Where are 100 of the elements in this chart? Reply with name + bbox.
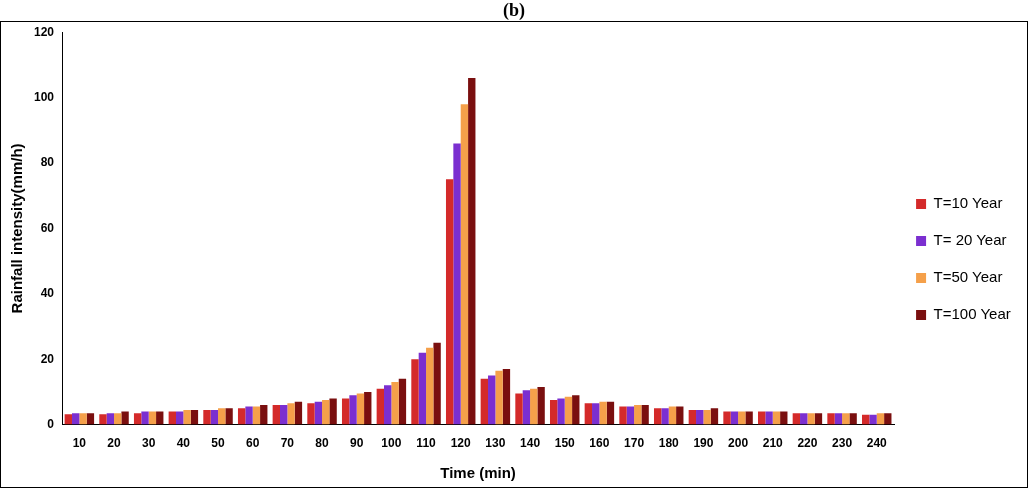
bar (391, 382, 399, 425)
bar (260, 404, 268, 425)
y-tick-label: 120 (33, 24, 55, 39)
bar (280, 404, 288, 425)
bar (183, 409, 191, 425)
y-tick-label: 20 (40, 351, 55, 366)
bar (710, 408, 719, 425)
bar (619, 406, 627, 425)
bar (376, 388, 385, 425)
legend-label: T=100 Year (933, 305, 1011, 323)
bar (606, 401, 615, 425)
bar (515, 393, 523, 425)
bar (564, 396, 573, 425)
bar (884, 413, 892, 425)
bar (322, 400, 330, 425)
bar (480, 378, 489, 425)
bar (584, 403, 593, 425)
bar (653, 408, 662, 425)
x-tick-label: 170 (624, 436, 645, 451)
bar (661, 408, 669, 425)
bar (445, 179, 454, 425)
bar (869, 414, 877, 425)
bar (876, 413, 885, 425)
bar (237, 408, 246, 425)
bar (218, 408, 226, 425)
bar (364, 391, 372, 425)
bar (765, 411, 773, 425)
bar (599, 401, 607, 425)
bar (314, 401, 323, 425)
bar (696, 409, 704, 425)
bar (64, 414, 72, 425)
bar (592, 403, 600, 425)
bar (287, 403, 295, 425)
bar (210, 409, 219, 425)
x-tick-label: 180 (658, 436, 680, 451)
x-tick-label: 220 (797, 436, 818, 451)
bar (814, 413, 823, 425)
y-axis-title: Rainfall intensity(mm/h) (8, 143, 26, 314)
bar (418, 352, 427, 425)
bar (676, 406, 684, 425)
x-tick-label: 40 (176, 436, 191, 451)
x-tick-label: 160 (589, 436, 610, 451)
bar (792, 413, 801, 425)
bar (849, 413, 857, 425)
chart-title: (b) (502, 0, 526, 20)
x-tick-label: 100 (381, 436, 402, 451)
x-tick-label: 10 (72, 436, 87, 451)
bar (537, 387, 545, 425)
bar (827, 413, 835, 425)
x-tick-label: 20 (107, 436, 122, 451)
bar (488, 375, 496, 425)
bar (549, 400, 558, 425)
x-tick-label: 60 (246, 436, 260, 451)
x-axis-title: Time (min) (440, 464, 516, 482)
legend-label: T=50 Year (933, 268, 1003, 286)
x-tick-label: 110 (416, 436, 437, 451)
bar (641, 404, 649, 425)
bar (626, 406, 635, 425)
bar (245, 406, 253, 425)
bar (71, 413, 80, 425)
x-tick-label: 190 (693, 436, 714, 451)
bar (384, 385, 392, 425)
bar (688, 409, 697, 425)
legend-label: T=10 Year (933, 194, 1003, 212)
y-tick-label: 100 (33, 89, 55, 104)
bar (99, 414, 107, 425)
bar (530, 388, 538, 425)
bar (349, 395, 357, 425)
y-tick-label: 60 (40, 220, 55, 235)
bar (433, 342, 441, 425)
x-tick-label: 120 (450, 436, 472, 451)
bar (121, 411, 129, 425)
bar (522, 390, 531, 425)
bar (190, 409, 199, 425)
bar (329, 398, 337, 425)
bar (745, 411, 753, 425)
x-tick-label: 50 (211, 436, 226, 451)
legend-label: T= 20 Year (933, 231, 1007, 249)
y-tick-label: 0 (47, 416, 55, 431)
bar (133, 413, 142, 425)
x-tick-label: 230 (832, 436, 853, 451)
bar (307, 403, 315, 425)
bar (557, 398, 565, 425)
bar (203, 409, 211, 425)
x-tick-label: 70 (280, 436, 295, 451)
bar (703, 409, 711, 425)
bar (141, 411, 149, 425)
bar (114, 413, 122, 425)
x-tick-label: 30 (142, 436, 156, 451)
bar (468, 77, 476, 425)
bar (723, 411, 731, 425)
bar (426, 347, 434, 425)
bar (106, 413, 115, 425)
bar (86, 413, 95, 425)
x-tick-label: 210 (762, 436, 784, 451)
bar (341, 398, 350, 425)
bar (842, 413, 850, 425)
bar (411, 359, 419, 425)
y-tick-label: 80 (40, 155, 55, 170)
x-tick-label: 150 (554, 436, 576, 451)
